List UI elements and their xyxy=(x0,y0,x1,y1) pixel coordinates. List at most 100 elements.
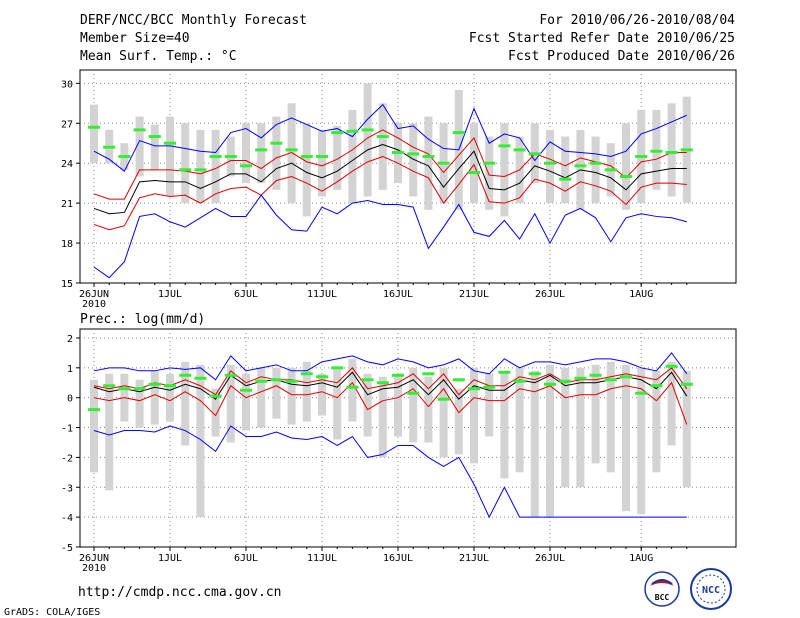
temperature-panel: 15 18 21 24 27 30 26JUN 1JUL 6JUL 11JUL 16JUL 21JUL… xyxy=(61,69,737,310)
range-bar xyxy=(637,367,646,515)
median-marker xyxy=(270,378,283,382)
range-bar xyxy=(302,361,311,422)
range-bar xyxy=(166,373,174,422)
range-bar xyxy=(378,376,387,458)
y-tick-label: -4 xyxy=(61,513,73,524)
median-marker xyxy=(224,155,237,159)
range-bar xyxy=(287,367,296,425)
median-marker xyxy=(468,387,480,391)
median-marker xyxy=(452,131,465,135)
range-bar xyxy=(166,116,174,197)
median-marker xyxy=(240,388,252,392)
range-bar xyxy=(196,364,205,518)
range-bar xyxy=(318,129,326,197)
median-marker xyxy=(376,135,389,139)
range-bar xyxy=(318,373,326,416)
x-tick-label: 16JUL xyxy=(383,289,413,300)
series-line-mean xyxy=(93,371,688,400)
range-bar xyxy=(90,379,98,473)
x-tick-label: 21JUL xyxy=(459,289,489,300)
range-bar xyxy=(135,116,144,177)
range-bar xyxy=(591,364,600,464)
median-marker xyxy=(437,397,450,401)
median-marker xyxy=(589,373,602,377)
y-tick-label: 24 xyxy=(61,159,73,170)
median-marker xyxy=(665,151,678,155)
x-tick-label: 11JUL xyxy=(307,553,337,564)
series-line-lower xyxy=(93,155,687,231)
range-bar xyxy=(348,109,357,204)
range-bar xyxy=(622,364,630,512)
median-marker xyxy=(407,152,420,156)
range-bar xyxy=(485,373,494,437)
median-marker xyxy=(194,376,207,380)
series-line-upper xyxy=(93,367,688,396)
median-marker xyxy=(604,168,617,172)
median-marker xyxy=(650,149,663,153)
svg-text:BCC: BCC xyxy=(655,593,670,602)
forecast-period: For 2010/06/26-2010/08/04 xyxy=(539,13,735,28)
y-tick-label: 2 xyxy=(67,334,73,345)
range-bar xyxy=(211,388,220,437)
range-bar xyxy=(363,373,372,437)
median-marker xyxy=(331,131,344,135)
median-marker xyxy=(209,394,222,398)
range-bar xyxy=(622,123,630,210)
median-marker xyxy=(118,387,131,391)
median-marker xyxy=(194,168,207,172)
median-marker xyxy=(103,384,116,388)
range-bar xyxy=(242,373,250,431)
median-marker xyxy=(498,144,511,148)
range-bar xyxy=(196,129,205,204)
x-tick-label: 21JUL xyxy=(459,553,489,564)
start-date: Fcst Started Refer Date 2010/06/25 xyxy=(469,31,735,46)
median-marker xyxy=(589,161,602,165)
series-line-mean xyxy=(93,144,687,215)
range-bar xyxy=(135,379,144,428)
median-marker xyxy=(270,141,283,145)
series-line-max xyxy=(93,352,688,381)
range-bar xyxy=(470,123,478,204)
median-marker xyxy=(346,385,359,389)
median-marker xyxy=(528,152,541,156)
median-marker xyxy=(422,155,435,159)
y-tick-label: 0 xyxy=(67,394,73,405)
range-bar xyxy=(561,136,570,204)
median-marker xyxy=(604,378,617,382)
x-tick-label: 6JUL xyxy=(234,553,258,564)
ncc-logo: NCC xyxy=(690,568,732,610)
range-bar xyxy=(181,361,190,446)
median-marker xyxy=(300,372,313,376)
median-marker xyxy=(255,379,268,383)
median-marker xyxy=(316,375,328,379)
source-url[interactable]: http://cmdp.ncc.cma.gov.cn xyxy=(78,585,282,600)
median-marker xyxy=(407,391,420,395)
median-marker xyxy=(148,382,161,386)
median-marker xyxy=(361,378,374,382)
median-marker xyxy=(316,155,328,159)
x-tick-label: 1JUL xyxy=(158,289,182,300)
median-marker xyxy=(513,148,526,152)
median-marker xyxy=(544,161,556,165)
range-bar xyxy=(105,373,114,491)
median-marker xyxy=(209,155,222,159)
range-bar xyxy=(181,123,190,204)
precip-title: Prec.: log(mm/d) xyxy=(80,312,205,327)
median-marker xyxy=(133,128,146,132)
range-bar xyxy=(424,116,433,210)
median-marker xyxy=(422,372,435,376)
range-bar xyxy=(257,367,266,428)
range-bar xyxy=(485,136,494,210)
series-line-upper xyxy=(93,129,687,200)
y-tick-label: -1 xyxy=(61,424,73,435)
range-bar xyxy=(667,361,676,446)
x-tick-label: 26JUN xyxy=(79,553,109,564)
median-marker xyxy=(103,145,116,149)
y-tick-label: -3 xyxy=(61,483,73,494)
range-bar xyxy=(682,370,691,488)
median-marker xyxy=(300,155,313,159)
median-marker xyxy=(164,141,176,145)
range-bar xyxy=(470,367,478,464)
range-bar xyxy=(454,388,463,455)
median-marker xyxy=(285,148,298,152)
